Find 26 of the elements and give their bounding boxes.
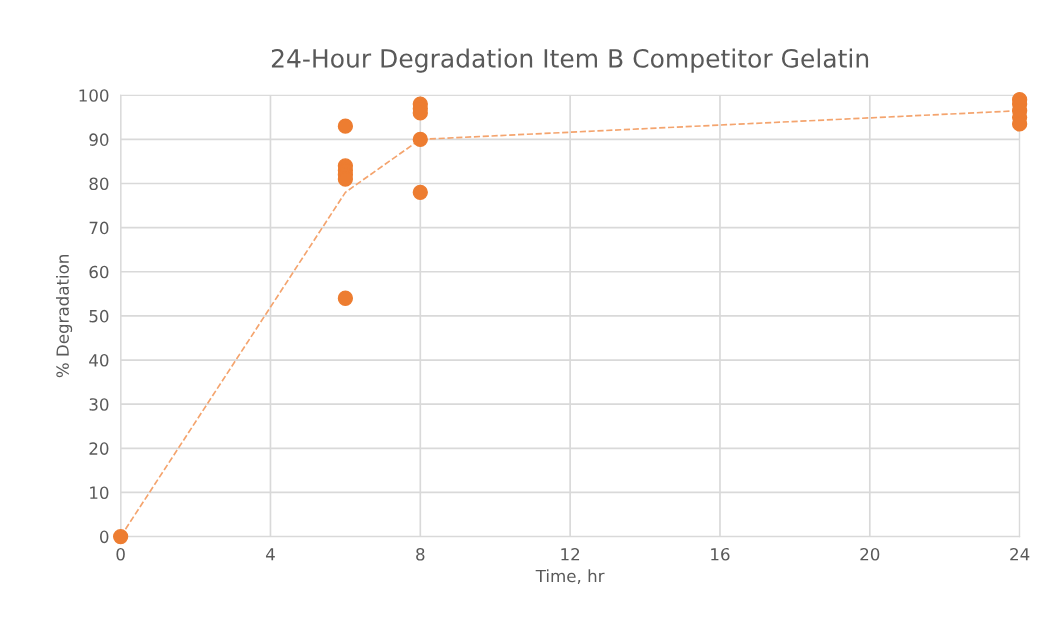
point bbox=[337, 118, 354, 134]
x-tick-label: 0 bbox=[116, 547, 125, 561]
x-tick-label: 12 bbox=[561, 547, 580, 561]
x-tick-label: 4 bbox=[265, 548, 275, 561]
point bbox=[112, 528, 129, 545]
point bbox=[412, 184, 428, 200]
y-tick-label: 70 bbox=[89, 221, 109, 235]
x-tick-label: 8 bbox=[416, 547, 425, 561]
y-tick-label: 20 bbox=[89, 442, 109, 455]
point bbox=[412, 131, 428, 148]
y-tick-label: 10 bbox=[90, 486, 109, 500]
y-tick-label: 80 bbox=[89, 177, 109, 191]
x-axis-title: Time, hr bbox=[535, 569, 605, 584]
y-tick-label: 40 bbox=[89, 354, 109, 367]
y-axis-title: % Degradation bbox=[56, 255, 73, 378]
chart-title: 24-Hour Degradation Item B Competitor Gelatin bbox=[271, 48, 869, 73]
y-tick-label: 50 bbox=[89, 309, 109, 323]
y-tick-label: 30 bbox=[89, 398, 109, 411]
y-tick-label: 60 bbox=[89, 265, 109, 279]
y-tick-label: 0 bbox=[100, 530, 109, 544]
y-tick-label: 90 bbox=[89, 133, 109, 146]
x-tick-label: 16 bbox=[711, 547, 730, 561]
point bbox=[337, 290, 354, 306]
y-tick-label: 100 bbox=[79, 89, 109, 102]
x-tick-label: 24 bbox=[1010, 547, 1030, 561]
x-tick-label: 20 bbox=[860, 547, 880, 561]
